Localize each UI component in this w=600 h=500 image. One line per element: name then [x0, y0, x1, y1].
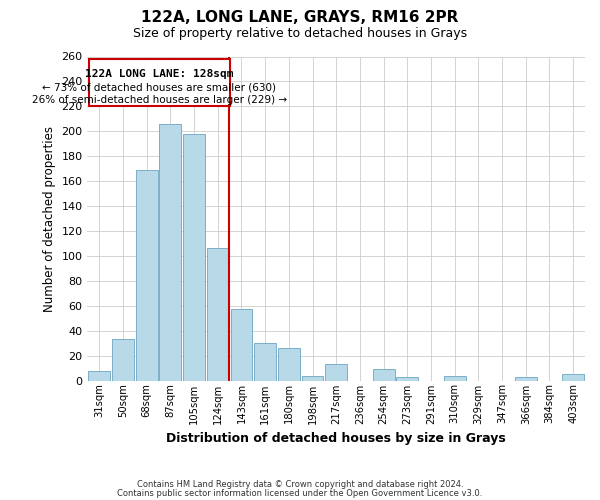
Bar [183, 134, 205, 380]
Bar [278, 348, 300, 380]
Text: ← 73% of detached houses are smaller (630): ← 73% of detached houses are smaller (63… [42, 82, 276, 92]
Bar [562, 374, 584, 380]
Bar [207, 248, 229, 380]
Text: Contains public sector information licensed under the Open Government Licence v3: Contains public sector information licen… [118, 488, 482, 498]
Bar [397, 377, 418, 380]
Text: 122A LONG LANE: 128sqm: 122A LONG LANE: 128sqm [85, 69, 233, 79]
Bar [302, 376, 323, 380]
Bar [254, 343, 276, 380]
Bar [112, 340, 134, 380]
Bar [89, 59, 230, 106]
Bar [230, 310, 253, 380]
Bar [444, 376, 466, 380]
Bar [515, 377, 536, 380]
Bar [373, 370, 395, 380]
Bar [160, 124, 181, 380]
Text: Contains HM Land Registry data © Crown copyright and database right 2024.: Contains HM Land Registry data © Crown c… [137, 480, 463, 489]
Text: 122A, LONG LANE, GRAYS, RM16 2PR: 122A, LONG LANE, GRAYS, RM16 2PR [142, 10, 458, 25]
Y-axis label: Number of detached properties: Number of detached properties [43, 126, 56, 312]
Bar [325, 364, 347, 380]
Text: Size of property relative to detached houses in Grays: Size of property relative to detached ho… [133, 28, 467, 40]
Text: 26% of semi-detached houses are larger (229) →: 26% of semi-detached houses are larger (… [32, 95, 287, 105]
Bar [136, 170, 158, 380]
Bar [88, 370, 110, 380]
X-axis label: Distribution of detached houses by size in Grays: Distribution of detached houses by size … [166, 432, 506, 445]
